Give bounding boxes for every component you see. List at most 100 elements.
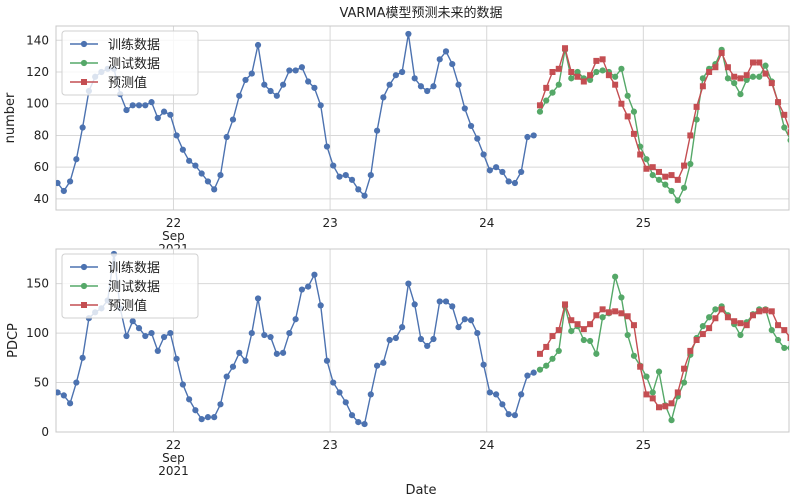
forecast-point: [731, 73, 738, 80]
train-point: [242, 357, 249, 364]
legend-marker-train: [80, 40, 88, 48]
train-point: [330, 162, 337, 169]
forecast-point: [624, 113, 631, 120]
train-point: [486, 167, 493, 174]
test-point: [630, 352, 638, 359]
forecast-point: [656, 404, 663, 411]
test-point: [649, 172, 656, 179]
train-point: [373, 127, 381, 134]
forecast-point: [568, 69, 575, 75]
test-point: [674, 197, 681, 204]
train-point: [229, 363, 237, 370]
test-point: [743, 76, 750, 84]
figure-title: VARMA模型预测未来的数据: [339, 5, 502, 21]
test-point: [643, 156, 650, 163]
y-tick-label: 0: [41, 425, 49, 439]
train-point: [330, 379, 337, 386]
test-point: [580, 336, 587, 344]
forecast-point: [718, 306, 725, 313]
number-panel: 40608010012014022Sep2021232425number训练数据…: [3, 25, 790, 256]
test-point: [756, 73, 763, 80]
forecast-point: [580, 326, 587, 333]
test-point: [555, 81, 562, 88]
train-point: [204, 178, 212, 185]
train-point: [386, 336, 393, 344]
forecast-point: [756, 59, 763, 66]
train-point: [461, 105, 468, 112]
x-axis-label: Date: [405, 483, 436, 498]
train-point: [461, 316, 468, 323]
train-point: [154, 114, 161, 122]
x-tick-label: 22: [166, 216, 181, 230]
forecast-point: [649, 395, 656, 402]
forecast-point: [543, 84, 550, 91]
train-point: [530, 132, 537, 139]
test-point: [774, 336, 782, 344]
forecast-point: [593, 312, 600, 319]
train-point: [424, 87, 431, 95]
x-tick-label: 25: [636, 438, 651, 452]
forecast-point: [731, 318, 738, 325]
train-point: [405, 280, 412, 287]
train-point: [198, 416, 205, 423]
train-point: [60, 187, 67, 195]
forecast-point: [599, 306, 606, 313]
train-point: [399, 324, 406, 331]
train-point: [248, 329, 255, 337]
train-point: [242, 76, 249, 84]
train-point: [380, 359, 387, 366]
train-point: [323, 143, 331, 150]
train-point: [355, 186, 362, 193]
train-point: [524, 372, 531, 379]
forecast-point: [718, 49, 725, 56]
forecast-point: [674, 389, 681, 396]
forecast-point: [574, 321, 581, 328]
train-point: [261, 81, 268, 88]
y-tick-label: 50: [34, 376, 49, 390]
train-point: [455, 324, 462, 331]
forecast-point: [612, 308, 619, 315]
y-axis-label: number: [3, 92, 18, 143]
train-point: [167, 329, 174, 337]
train-point: [248, 70, 255, 77]
train-point: [486, 389, 493, 396]
forecast-point: [674, 176, 681, 183]
train-point: [123, 332, 130, 340]
legend-label-train: 训练数据: [108, 261, 160, 276]
train-point: [292, 316, 299, 323]
train-point: [505, 411, 512, 418]
train-point: [480, 151, 487, 158]
train-point: [66, 400, 74, 407]
forecast-point: [768, 308, 775, 315]
train-point: [229, 116, 237, 123]
test-point: [536, 366, 544, 373]
legend-marker-forecast: [81, 79, 87, 85]
forecast-point: [612, 81, 619, 88]
train-point: [399, 68, 406, 76]
train-point: [386, 81, 393, 88]
test-point: [612, 273, 619, 280]
train-point: [148, 329, 155, 337]
test-point: [599, 67, 606, 74]
train-point: [499, 168, 506, 176]
train-point: [148, 99, 155, 106]
forecast-point: [749, 59, 756, 66]
test-point: [668, 187, 675, 195]
test-point: [618, 294, 625, 301]
legend-label-test: 测试数据: [108, 57, 160, 72]
train-point: [154, 347, 161, 354]
x-tick-label: 24: [479, 438, 494, 452]
train-point: [449, 60, 456, 68]
train-point: [286, 67, 293, 74]
plot-frame: [55, 25, 790, 211]
train-point: [217, 172, 224, 179]
legend-label-forecast: 预测值: [108, 75, 147, 91]
train-point: [442, 48, 450, 55]
forecast-point: [712, 64, 719, 71]
train-point: [367, 391, 374, 398]
train-point: [223, 133, 230, 141]
train-point: [392, 72, 399, 79]
train-point: [361, 420, 368, 428]
forecast-point: [699, 83, 706, 90]
